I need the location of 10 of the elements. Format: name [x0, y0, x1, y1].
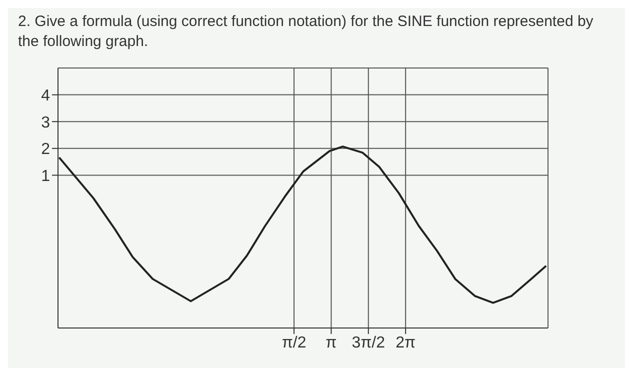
y-tick-label: 2 [41, 141, 50, 158]
y-tick-label: 4 [41, 87, 50, 104]
x-tick-label: π [326, 334, 337, 352]
y-tick-label: 3 [41, 114, 50, 132]
line-series [58, 146, 548, 304]
chart-title: 2. Give a formula (using correct function notation) for the SINE function represented by the following graph. [17, 12, 594, 52]
y-tick-label: 1 [41, 168, 50, 185]
x-tick-label: 2π [396, 334, 416, 352]
x-tick-label: π/2 [282, 334, 306, 352]
x-tick-label: 3π/2 [352, 334, 386, 352]
